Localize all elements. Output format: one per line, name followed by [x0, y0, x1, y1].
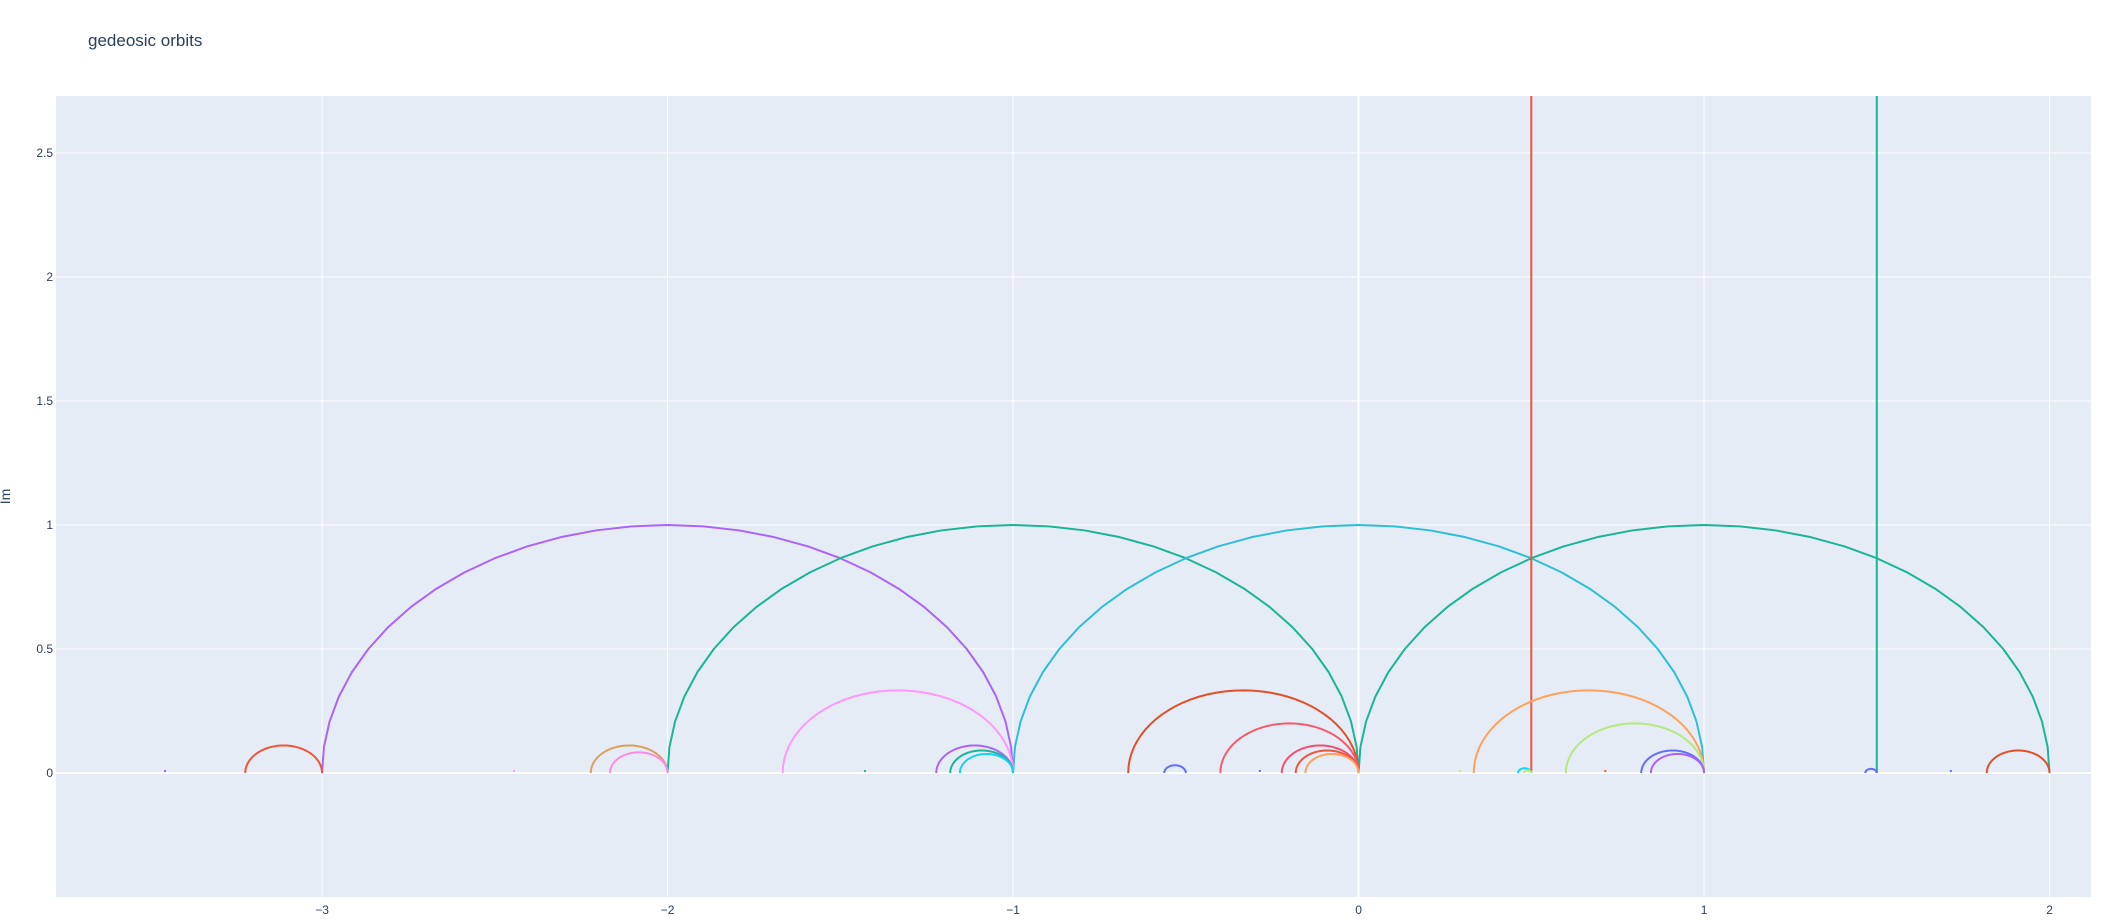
y-tick-label: 1.5 [36, 394, 53, 408]
orbit-arc-8 [608, 751, 669, 774]
orbit-arc-6 [244, 744, 324, 774]
orbit-arc-12 [958, 752, 1015, 774]
orbit-arc-25 [1864, 767, 1878, 774]
orbit-arc-20 [1564, 722, 1706, 774]
x-tick-label: 2 [2046, 903, 2053, 917]
orbit-arc-18 [1163, 764, 1187, 774]
x-tick-label: −3 [315, 903, 329, 917]
y-tick-label: 2 [46, 270, 53, 284]
orbit-arc-0 [321, 524, 1015, 774]
x-tick-label: 0 [1355, 903, 1362, 917]
x-tick-label: −2 [661, 903, 675, 917]
orbit-arc-14 [1219, 722, 1360, 774]
y-tick-label: 0.5 [36, 642, 53, 656]
orbit-arc-3 [1357, 524, 2051, 774]
orbit-arc-22 [1649, 752, 1706, 774]
orbit-arc-19 [1472, 689, 1706, 774]
y-tick-label: 2.5 [36, 146, 53, 160]
x-tick-label: −1 [1006, 903, 1020, 917]
x-tick-label: 1 [1701, 903, 1708, 917]
plot-area [56, 96, 2091, 897]
orbit-arc-2 [1012, 524, 1706, 774]
orbit-arc-7 [589, 744, 669, 774]
orbit-arc-26 [1985, 749, 2051, 774]
orbit-series [164, 96, 2051, 774]
orbit-arc-17 [1304, 752, 1360, 774]
chart-title: gedeosic orbits [88, 31, 202, 50]
orbit-arc-1 [666, 524, 1360, 774]
y-tick-label: 1 [46, 518, 53, 532]
y-axis-title: Im [0, 489, 13, 505]
tick-labels: −3 −2 −1 0 1 2 0 0.5 1 1.5 2 2.5 [36, 146, 2053, 917]
orbit-arc-9 [781, 689, 1015, 774]
y-tick-label: 0 [46, 766, 53, 780]
orbit-arc-13 [1127, 689, 1360, 774]
orbit-arc-24 [1522, 769, 1533, 774]
gridlines [56, 96, 2091, 897]
